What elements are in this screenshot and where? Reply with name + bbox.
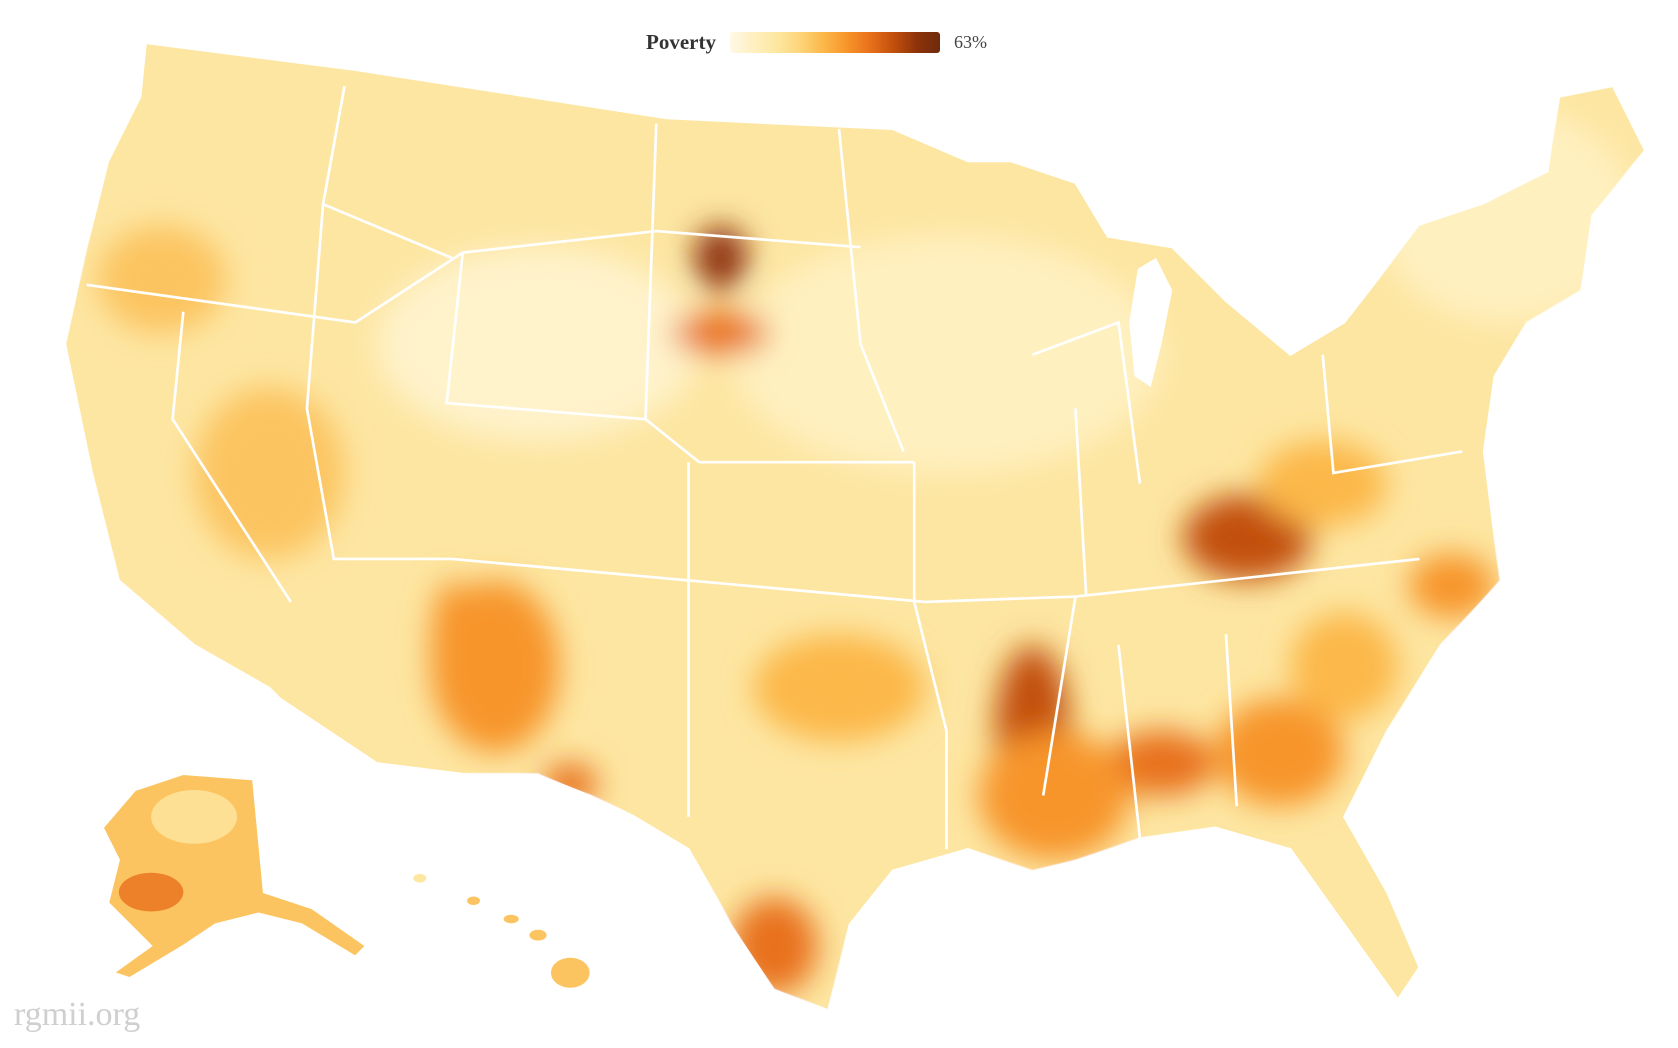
hawaii [413, 873, 590, 988]
poverty-region [543, 763, 598, 807]
poverty-region [731, 236, 1162, 473]
poverty-region [731, 897, 818, 995]
poverty-region [693, 225, 748, 291]
state-border [1032, 320, 1142, 484]
state-border [171, 311, 292, 603]
legend-max-label: 63% [953, 32, 987, 52]
state-border [912, 462, 948, 850]
state-border [1224, 634, 1239, 807]
poverty-region [1215, 698, 1345, 807]
state-border [1074, 408, 1088, 597]
lake-michigan [1129, 257, 1173, 387]
poverty-region [194, 386, 345, 559]
state-border [837, 128, 905, 452]
poverty-region [1408, 553, 1495, 619]
poverty-region [1258, 440, 1388, 527]
poverty-region [430, 580, 474, 710]
watermark: rgmii.org [14, 996, 141, 1033]
poverty-region [753, 634, 925, 742]
state-border [1321, 354, 1463, 475]
state-border [1117, 644, 1142, 839]
legend-color-scale [729, 32, 940, 53]
state-border [1041, 596, 1077, 796]
legend: Poverty 63% [646, 30, 987, 55]
state-border [305, 204, 689, 582]
poverty-region [1376, 107, 1635, 323]
state-border [644, 123, 658, 420]
legend-title: Poverty [646, 30, 716, 54]
poverty-region [97, 225, 227, 334]
poverty-region [1290, 612, 1398, 721]
contiguous-us [63, 41, 1647, 1012]
poverty-region [1182, 494, 1312, 581]
poverty-region [672, 311, 770, 355]
state-border [688, 557, 1420, 604]
state-borders [86, 85, 1463, 850]
alaska [101, 772, 368, 980]
poverty-region [978, 730, 1130, 860]
poverty-hotspots [97, 107, 1635, 995]
